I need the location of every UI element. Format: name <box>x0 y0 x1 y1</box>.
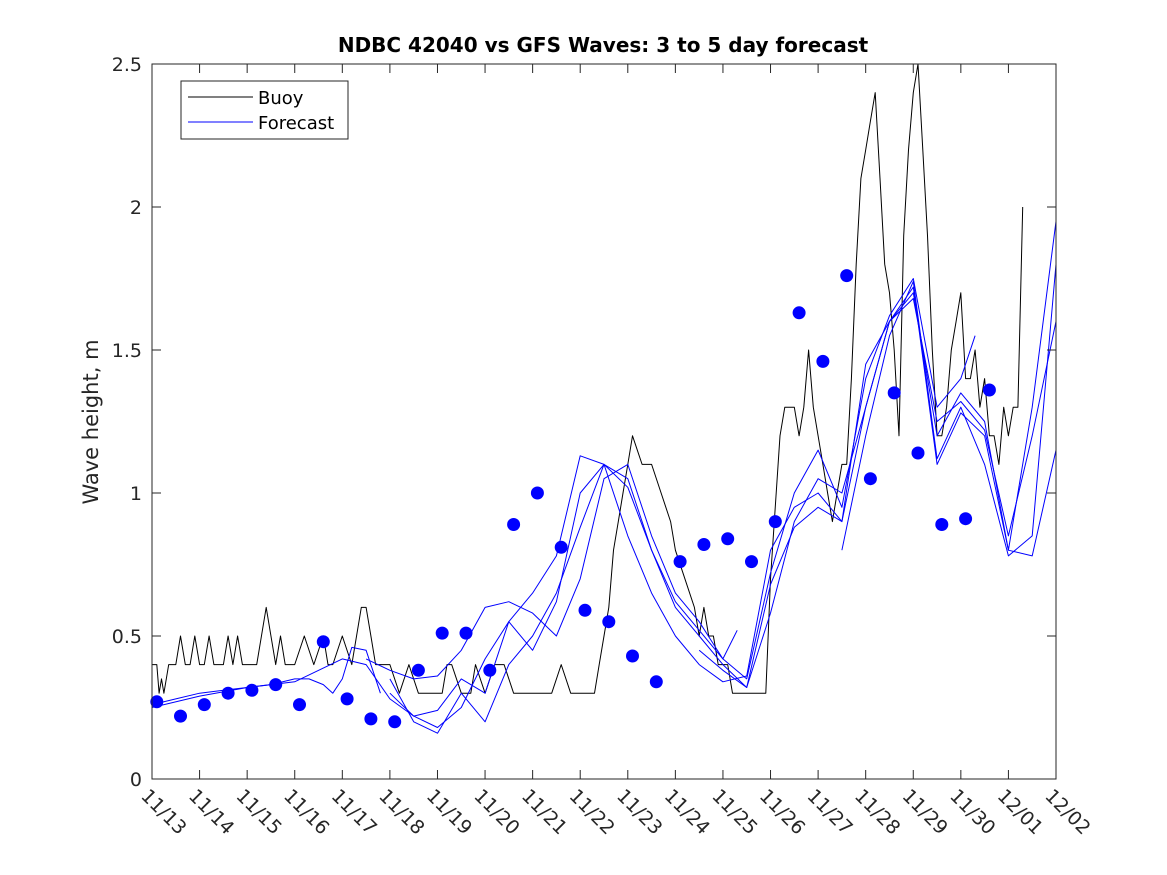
marker-layer <box>150 269 996 729</box>
forecast-marker <box>221 686 235 700</box>
y-tick-label: 2 <box>130 197 142 219</box>
forecast-marker <box>554 540 568 554</box>
forecast-marker <box>459 626 473 640</box>
x-tick-label: 11/27 <box>803 785 857 839</box>
x-tick-label: 11/16 <box>279 785 333 839</box>
legend-box <box>180 80 349 140</box>
y-tick-label: 0 <box>130 769 142 791</box>
forecast-marker <box>959 512 973 526</box>
series-forecast-line <box>841 264 1057 557</box>
x-tick-label: 11/18 <box>374 785 428 839</box>
y-axis-label: Wave height, m <box>79 339 103 504</box>
forecast-marker <box>411 663 425 677</box>
forecast-marker <box>316 635 330 649</box>
forecast-marker <box>911 446 925 460</box>
forecast-marker <box>840 269 854 283</box>
forecast-marker <box>863 472 877 486</box>
forecast-marker <box>602 615 616 629</box>
legend-buoy-label: Buoy <box>258 88 304 109</box>
series-forecast-line <box>698 298 1057 688</box>
y-tick-label: 2.5 <box>112 54 142 76</box>
y-tick-label: 1 <box>130 483 142 505</box>
series-forecast-line <box>389 278 976 717</box>
forecast-marker <box>435 626 449 640</box>
forecast-marker <box>364 712 378 726</box>
forecast-marker <box>887 386 901 400</box>
x-tick-label: 11/17 <box>327 785 381 839</box>
forecast-marker <box>673 555 687 569</box>
series-layer <box>151 63 1057 734</box>
x-tick-label: 11/15 <box>232 785 286 839</box>
forecast-marker <box>649 675 663 689</box>
x-tick-label: 12/01 <box>993 785 1047 839</box>
forecast-marker <box>816 354 830 368</box>
x-tick-label: 12/02 <box>1040 785 1094 839</box>
forecast-marker <box>792 306 806 320</box>
x-tick-label: 11/23 <box>612 785 666 839</box>
forecast-marker <box>245 683 259 697</box>
forecast-marker <box>768 515 782 529</box>
forecast-marker <box>197 698 211 712</box>
y-tick-label: 0.5 <box>112 626 142 648</box>
x-tick-label: 11/13 <box>136 785 190 839</box>
forecast-marker <box>269 678 283 692</box>
forecast-marker <box>745 555 758 569</box>
forecast-marker <box>935 518 949 531</box>
x-tick-label: 11/25 <box>707 785 761 839</box>
forecast-marker <box>150 695 164 709</box>
forecast-marker <box>982 383 996 397</box>
forecast-marker <box>293 698 306 712</box>
series-forecast-line <box>389 286 1057 734</box>
x-tick-label: 11/24 <box>660 785 714 839</box>
forecast-marker <box>626 649 639 663</box>
forecast-marker <box>721 532 735 546</box>
x-tick-label: 11/30 <box>945 785 999 839</box>
x-tick-label: 11/21 <box>517 785 571 839</box>
plot-area <box>152 64 1056 779</box>
forecast-marker <box>388 715 402 729</box>
x-tick-label: 11/26 <box>755 785 809 839</box>
x-tick-label: 11/19 <box>422 785 476 839</box>
forecast-marker <box>578 603 592 617</box>
y-tick-label: 1.5 <box>112 340 142 362</box>
x-tick-label: 11/28 <box>850 785 904 839</box>
forecast-marker <box>530 486 544 500</box>
series-buoy-line <box>152 63 1024 694</box>
plot-frame <box>151 63 1057 780</box>
forecast-marker <box>174 709 187 723</box>
forecast-marker <box>340 692 354 706</box>
x-tick-label: 11/22 <box>565 785 619 839</box>
x-tick-label: 11/29 <box>898 785 952 839</box>
forecast-marker <box>483 663 497 677</box>
x-tick-label: 11/14 <box>184 785 238 839</box>
forecast-marker <box>507 518 521 531</box>
legend-forecast-label: Forecast <box>258 113 334 134</box>
series-forecast-line <box>365 463 738 680</box>
x-tick-label: 11/20 <box>470 785 524 839</box>
legend: Buoy Forecast <box>180 80 349 140</box>
forecast-marker <box>697 538 711 551</box>
chart-title: NDBC 42040 vs GFS Waves: 3 to 5 day fore… <box>338 33 869 57</box>
